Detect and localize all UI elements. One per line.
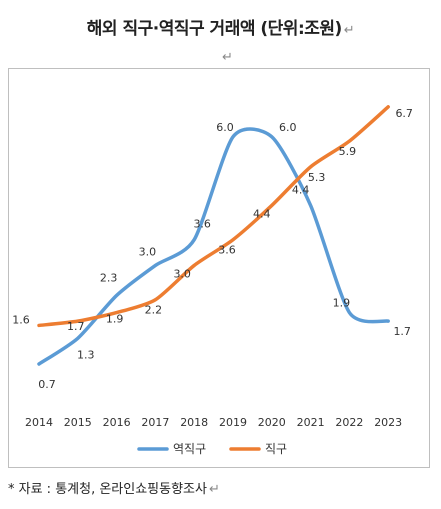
source-note: * 자료 : 통계청, 온라인쇼핑동향조사 ↵ <box>8 482 220 497</box>
data-label: 3.6 <box>218 244 236 257</box>
legend-label: 직구 <box>265 442 287 456</box>
x-tick-label: 2015 <box>64 416 92 429</box>
data-label: 1.6 <box>12 313 30 326</box>
data-label: 6.0 <box>216 121 234 134</box>
data-label: 3.6 <box>193 218 211 231</box>
return-mark: ↵ <box>222 50 233 65</box>
data-label: 2.3 <box>100 271 118 284</box>
chart-title: 해외 직구·역직구 거래액 (단위:조원) ↵ <box>86 19 355 39</box>
series-line-1 <box>37 105 390 328</box>
x-tick-label: 2016 <box>103 416 131 429</box>
return-mark: ↵ <box>343 23 355 38</box>
data-label: 2.2 <box>145 304 163 317</box>
data-label: 0.7 <box>38 378 56 391</box>
x-tick-label: 2023 <box>374 416 402 429</box>
x-tick-label: 2020 <box>258 416 286 429</box>
chart-area: 0.7 1.3 2.3 3.0 3.6 6.0 6.0 4.4 1.9 1.7 1.6 1.7 1.9 2… <box>8 68 430 468</box>
line-chart: 0.7 1.3 2.3 3.0 3.6 6.0 6.0 4.4 1.9 1.7 1.6 1.7 1.9 2… <box>12 105 413 456</box>
data-label: 3.0 <box>139 245 157 258</box>
x-tick-label: 2022 <box>335 416 363 429</box>
x-tick-label: 2018 <box>180 416 208 429</box>
data-label: 1.7 <box>67 320 85 333</box>
data-label: 1.9 <box>106 313 124 326</box>
x-tick-label: 2021 <box>297 416 325 429</box>
data-label: 3.0 <box>173 267 191 280</box>
legend-label: 역직구 <box>173 442 206 456</box>
x-tick-label: 2019 <box>219 416 247 429</box>
data-label: 4.4 <box>253 207 271 220</box>
data-label: 5.9 <box>339 145 357 158</box>
series-line-0 <box>37 127 390 366</box>
data-label: 1.9 <box>333 297 351 310</box>
data-label: 6.0 <box>279 121 297 134</box>
data-label: 4.4 <box>292 183 310 196</box>
x-tick-label: 2014 <box>25 416 53 429</box>
data-label: 6.7 <box>395 107 413 120</box>
x-tick-label: 2017 <box>141 416 169 429</box>
data-label: 1.3 <box>77 348 95 361</box>
data-label: 5.3 <box>308 171 326 184</box>
return-mark: ↵ <box>208 482 220 497</box>
data-label: 1.7 <box>393 325 411 338</box>
